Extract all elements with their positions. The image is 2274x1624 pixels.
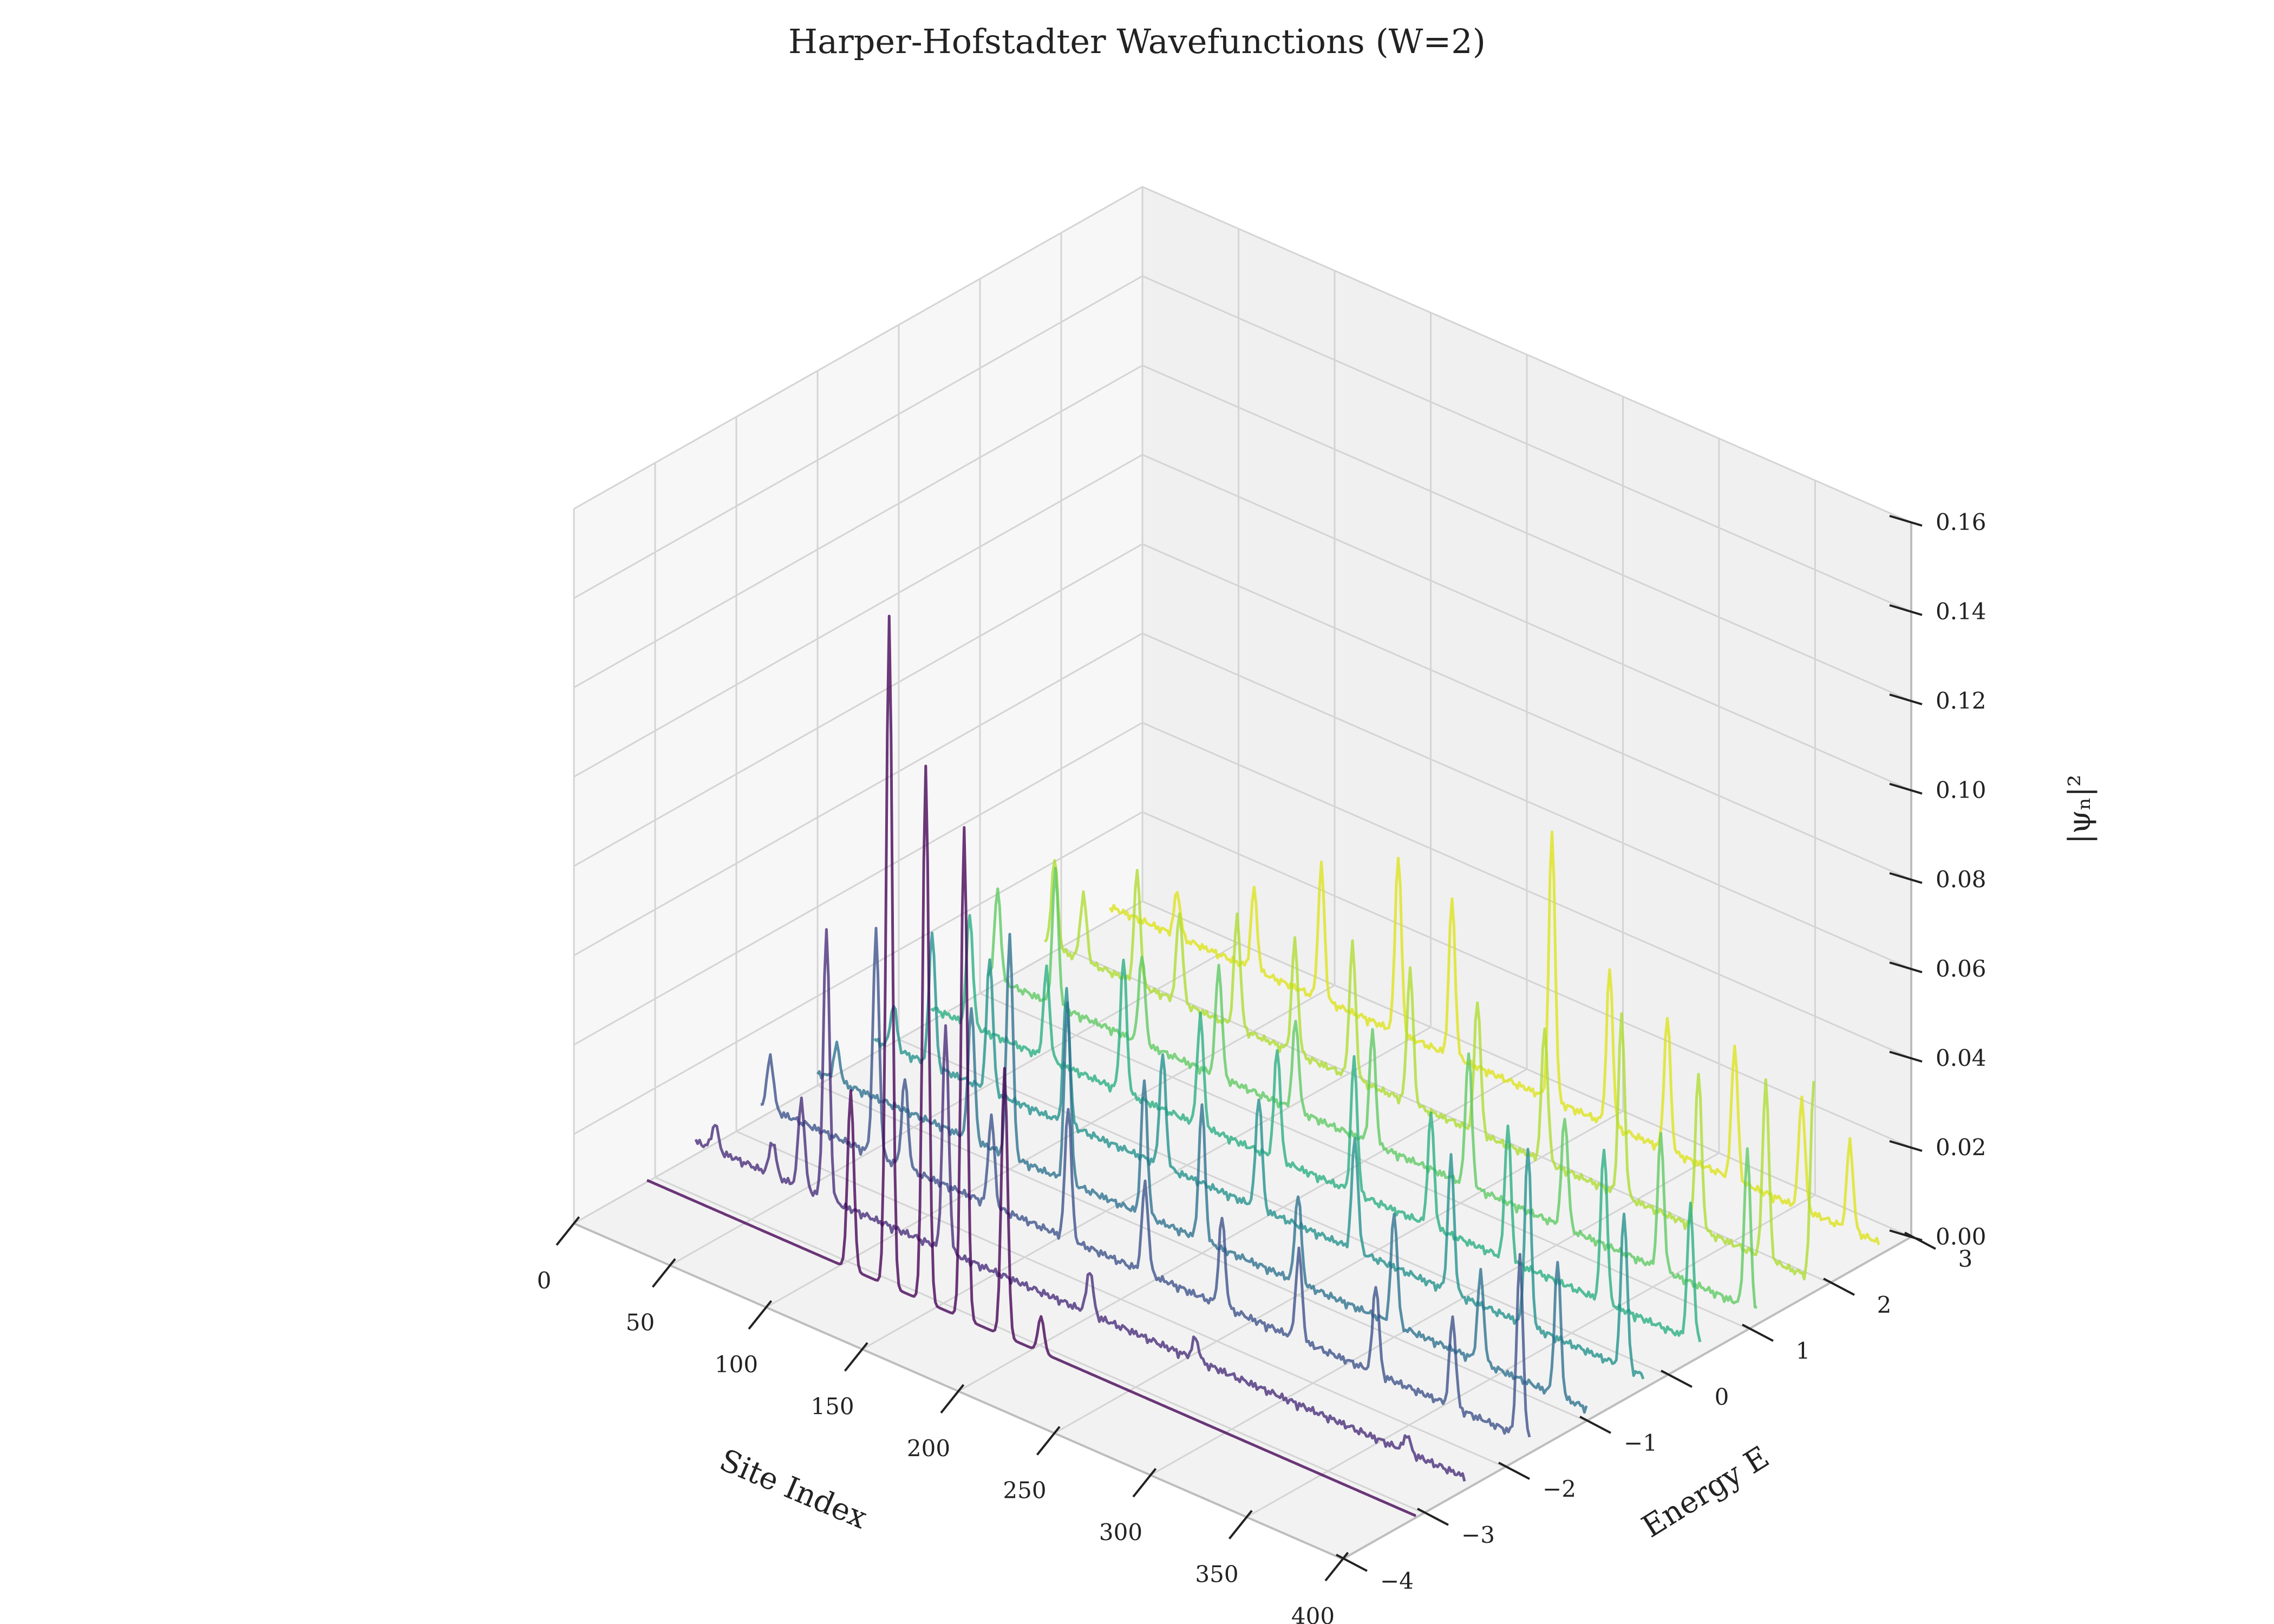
y-tick-label: 2 <box>1877 1292 1892 1318</box>
series-line-em3_1 <box>646 614 1417 1517</box>
series-layer <box>646 614 1880 1517</box>
x-tick-mark <box>1228 1510 1253 1540</box>
y-axis-line <box>1342 1236 1912 1560</box>
y-tick-mark <box>1579 1416 1611 1434</box>
y-tick-label: 0 <box>1715 1384 1729 1410</box>
z-tick-mark <box>1889 693 1923 705</box>
grid-lines <box>573 186 1912 1560</box>
y-tick-label: 3 <box>1958 1246 1973 1272</box>
series-line-e0_4 <box>930 914 1702 1343</box>
x-tick-mark <box>1036 1426 1061 1456</box>
grid-line-z <box>573 722 1912 1059</box>
x-tick-label: 150 <box>811 1393 854 1420</box>
grid-line-z <box>573 900 1912 1238</box>
z-tick-mark <box>1889 1229 1923 1241</box>
chart-title: Harper-Hofstadter Wavefunctions (W=2) <box>788 22 1486 61</box>
x-tick-label: 250 <box>1003 1477 1046 1504</box>
z-tick-mark <box>1889 961 1923 973</box>
x-tick-mark <box>1132 1468 1157 1498</box>
grid-line-z <box>573 364 1912 702</box>
z-tick-mark <box>1889 872 1923 884</box>
tick-marks: 0 50 100 150 200 250 300 350 400 −4 −3 −2 −1 0 1 2 30.00… <box>537 509 1987 1624</box>
y-tick-label: −3 <box>1461 1522 1495 1548</box>
z-tick-label: 0.02 <box>1936 1134 1987 1161</box>
y-tick-mark <box>1823 1278 1855 1296</box>
z-tick-label: 0.16 <box>1936 509 1987 535</box>
x-tick-mark <box>556 1216 580 1246</box>
x-axis-label: Site Index <box>715 1443 872 1536</box>
z-axis-label: |ψₙ|² <box>2062 775 2097 844</box>
grid-line-z <box>573 275 1912 613</box>
grid-line-z <box>573 543 1912 881</box>
y-tick-mark <box>1498 1462 1530 1480</box>
y-tick-mark <box>1742 1324 1774 1342</box>
grid-line-z <box>573 632 1912 970</box>
z-tick-mark <box>1889 515 1923 527</box>
z-tick-mark <box>1889 1140 1923 1152</box>
x-tick-mark <box>844 1342 868 1372</box>
z-tick-label: 0.08 <box>1936 866 1987 893</box>
y-tick-mark <box>1417 1508 1449 1526</box>
series-line-em1 <box>816 933 1588 1414</box>
x-tick-label: 400 <box>1291 1603 1335 1624</box>
z-tick-label: 0.06 <box>1936 955 1987 982</box>
x-tick-label: 350 <box>1195 1561 1238 1588</box>
z-tick-label: 0.12 <box>1936 687 1987 714</box>
series-line-em1_7 <box>760 927 1531 1438</box>
series-line-e1_8 <box>1043 859 1815 1281</box>
x-tick-label: 200 <box>907 1435 950 1462</box>
y-tick-label: −1 <box>1624 1430 1657 1456</box>
grid-line-z <box>573 186 1912 523</box>
z-tick-mark <box>1889 604 1923 616</box>
grid-line-z <box>573 811 1912 1149</box>
x-tick-label: 300 <box>1099 1519 1142 1546</box>
z-tick-label: 0.04 <box>1936 1045 1987 1071</box>
x-tick-label: 50 <box>626 1309 655 1336</box>
y-tick-mark <box>1336 1554 1368 1572</box>
grid-line-z <box>573 454 1912 791</box>
y-tick-label: 1 <box>1796 1338 1811 1364</box>
z-tick-label: 0.10 <box>1936 777 1987 803</box>
z-tick-label: 0.14 <box>1936 598 1987 625</box>
x-tick-mark <box>748 1300 773 1330</box>
z-tick-label: 0.00 <box>1936 1223 1987 1250</box>
x-tick-label: 100 <box>715 1351 758 1378</box>
y-tick-mark <box>1661 1370 1693 1388</box>
x-tick-mark <box>651 1258 676 1288</box>
x-tick-mark <box>940 1384 965 1414</box>
z-tick-mark <box>1889 1051 1923 1063</box>
y-tick-label: −2 <box>1543 1476 1576 1502</box>
series-line-em2_5 <box>694 928 1466 1482</box>
z-tick-mark <box>1889 783 1923 795</box>
series-line-e1_1 <box>986 867 1757 1309</box>
x-tick-mark <box>1324 1551 1349 1582</box>
x-tick-label: 0 <box>537 1267 552 1294</box>
y-tick-label: −4 <box>1380 1568 1414 1594</box>
